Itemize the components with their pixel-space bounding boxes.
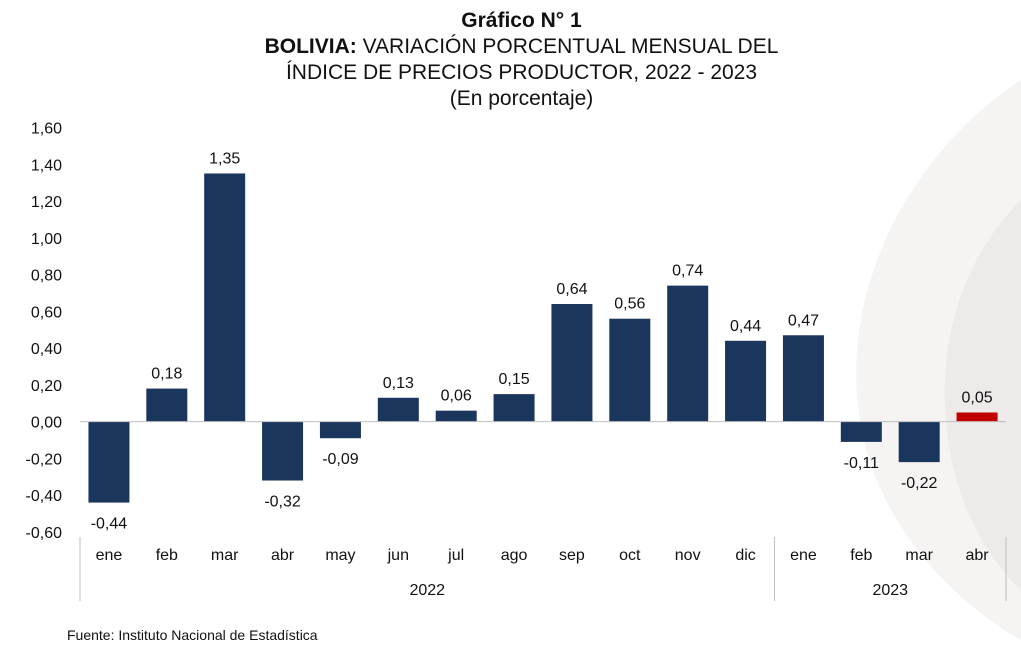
- bar: [493, 394, 535, 422]
- bar: [840, 421, 882, 442]
- data-label: 0,74: [672, 263, 703, 280]
- bar: [782, 335, 824, 422]
- data-label: 0,05: [961, 389, 992, 406]
- x-tick-label: ene: [96, 547, 123, 564]
- y-tick-label: -0,40: [26, 488, 63, 505]
- chart-subtitle-country: BOLIVIA:: [264, 35, 357, 58]
- x-tick-label: jul: [447, 547, 464, 564]
- y-tick-label: 0,60: [31, 304, 62, 321]
- bar: [609, 318, 651, 422]
- y-tick-label: -0,60: [26, 525, 63, 542]
- data-label: 0,64: [556, 281, 587, 298]
- chart-title-block: Gráfico N° 1 BOLIVIA: VARIACIÓN PORCENTU…: [0, 8, 1021, 112]
- bar: [956, 412, 998, 422]
- year-label: 2022: [409, 582, 445, 599]
- bar: [377, 397, 419, 422]
- x-tick-label: sep: [559, 547, 585, 564]
- bar: [667, 285, 709, 422]
- bar: [319, 421, 361, 439]
- y-tick-label: 0,00: [31, 415, 62, 432]
- chart-title: Gráfico N° 1: [461, 9, 582, 32]
- x-tick-label: oct: [619, 547, 641, 564]
- y-tick-label: 1,40: [31, 157, 62, 174]
- x-tick-label: jun: [387, 547, 409, 564]
- x-tick-label: feb: [156, 547, 178, 564]
- bar: [262, 421, 304, 481]
- data-label: -0,32: [264, 494, 301, 511]
- y-tick-label: 0,20: [31, 378, 62, 395]
- y-tick-label: 0,80: [31, 268, 62, 285]
- data-label: 0,47: [788, 312, 819, 329]
- bar: [146, 388, 188, 422]
- x-tick-label: mar: [905, 547, 933, 564]
- chart-subtitle-line-2: ÍNDICE DE PRECIOS PRODUCTOR, 2022 - 2023: [285, 61, 758, 84]
- y-tick-label: 1,60: [31, 121, 62, 138]
- x-tick-label: may: [325, 547, 355, 564]
- source-note: Fuente: Instituto Nacional de Estadístic…: [67, 627, 318, 643]
- data-label: -0,44: [91, 516, 128, 533]
- y-tick-label: 1,20: [31, 194, 62, 211]
- data-label: 0,06: [441, 388, 472, 405]
- data-label: -0,09: [322, 451, 359, 468]
- year-label: 2023: [872, 582, 908, 599]
- data-label: 0,18: [151, 366, 182, 383]
- x-tick-label: feb: [850, 547, 872, 564]
- bar: [898, 421, 940, 463]
- chart-subtitle-line-1: BOLIVIA: VARIACIÓN PORCENTUAL MENSUAL DE…: [0, 34, 1021, 60]
- data-label: 0,13: [383, 375, 414, 392]
- x-tick-label: nov: [675, 547, 701, 564]
- bar: [204, 173, 246, 422]
- y-tick-label: 0,40: [31, 341, 62, 358]
- y-tick-label: -0,20: [26, 451, 63, 468]
- bar: [88, 421, 130, 503]
- bar: [725, 340, 767, 422]
- bar: [551, 304, 593, 422]
- chart-units: (En porcentaje): [449, 87, 594, 110]
- data-label: 0,15: [498, 371, 529, 388]
- data-label: 0,56: [614, 296, 645, 313]
- data-label: 0,44: [730, 318, 761, 335]
- chart-subtitle-text: VARIACIÓN PORCENTUAL MENSUAL DEL: [356, 35, 779, 58]
- x-tick-label: dic: [735, 547, 755, 564]
- x-tick-label: ene: [790, 547, 817, 564]
- data-label: -0,22: [901, 475, 938, 492]
- x-tick-label: abr: [271, 547, 295, 564]
- x-tick-label: mar: [211, 547, 239, 564]
- x-tick-label: ago: [501, 547, 528, 564]
- data-label: -0,11: [844, 455, 879, 472]
- x-tick-label: abr: [966, 547, 990, 564]
- bar: [435, 410, 477, 422]
- y-tick-label: 1,00: [31, 231, 62, 248]
- data-label: 1,35: [209, 150, 240, 167]
